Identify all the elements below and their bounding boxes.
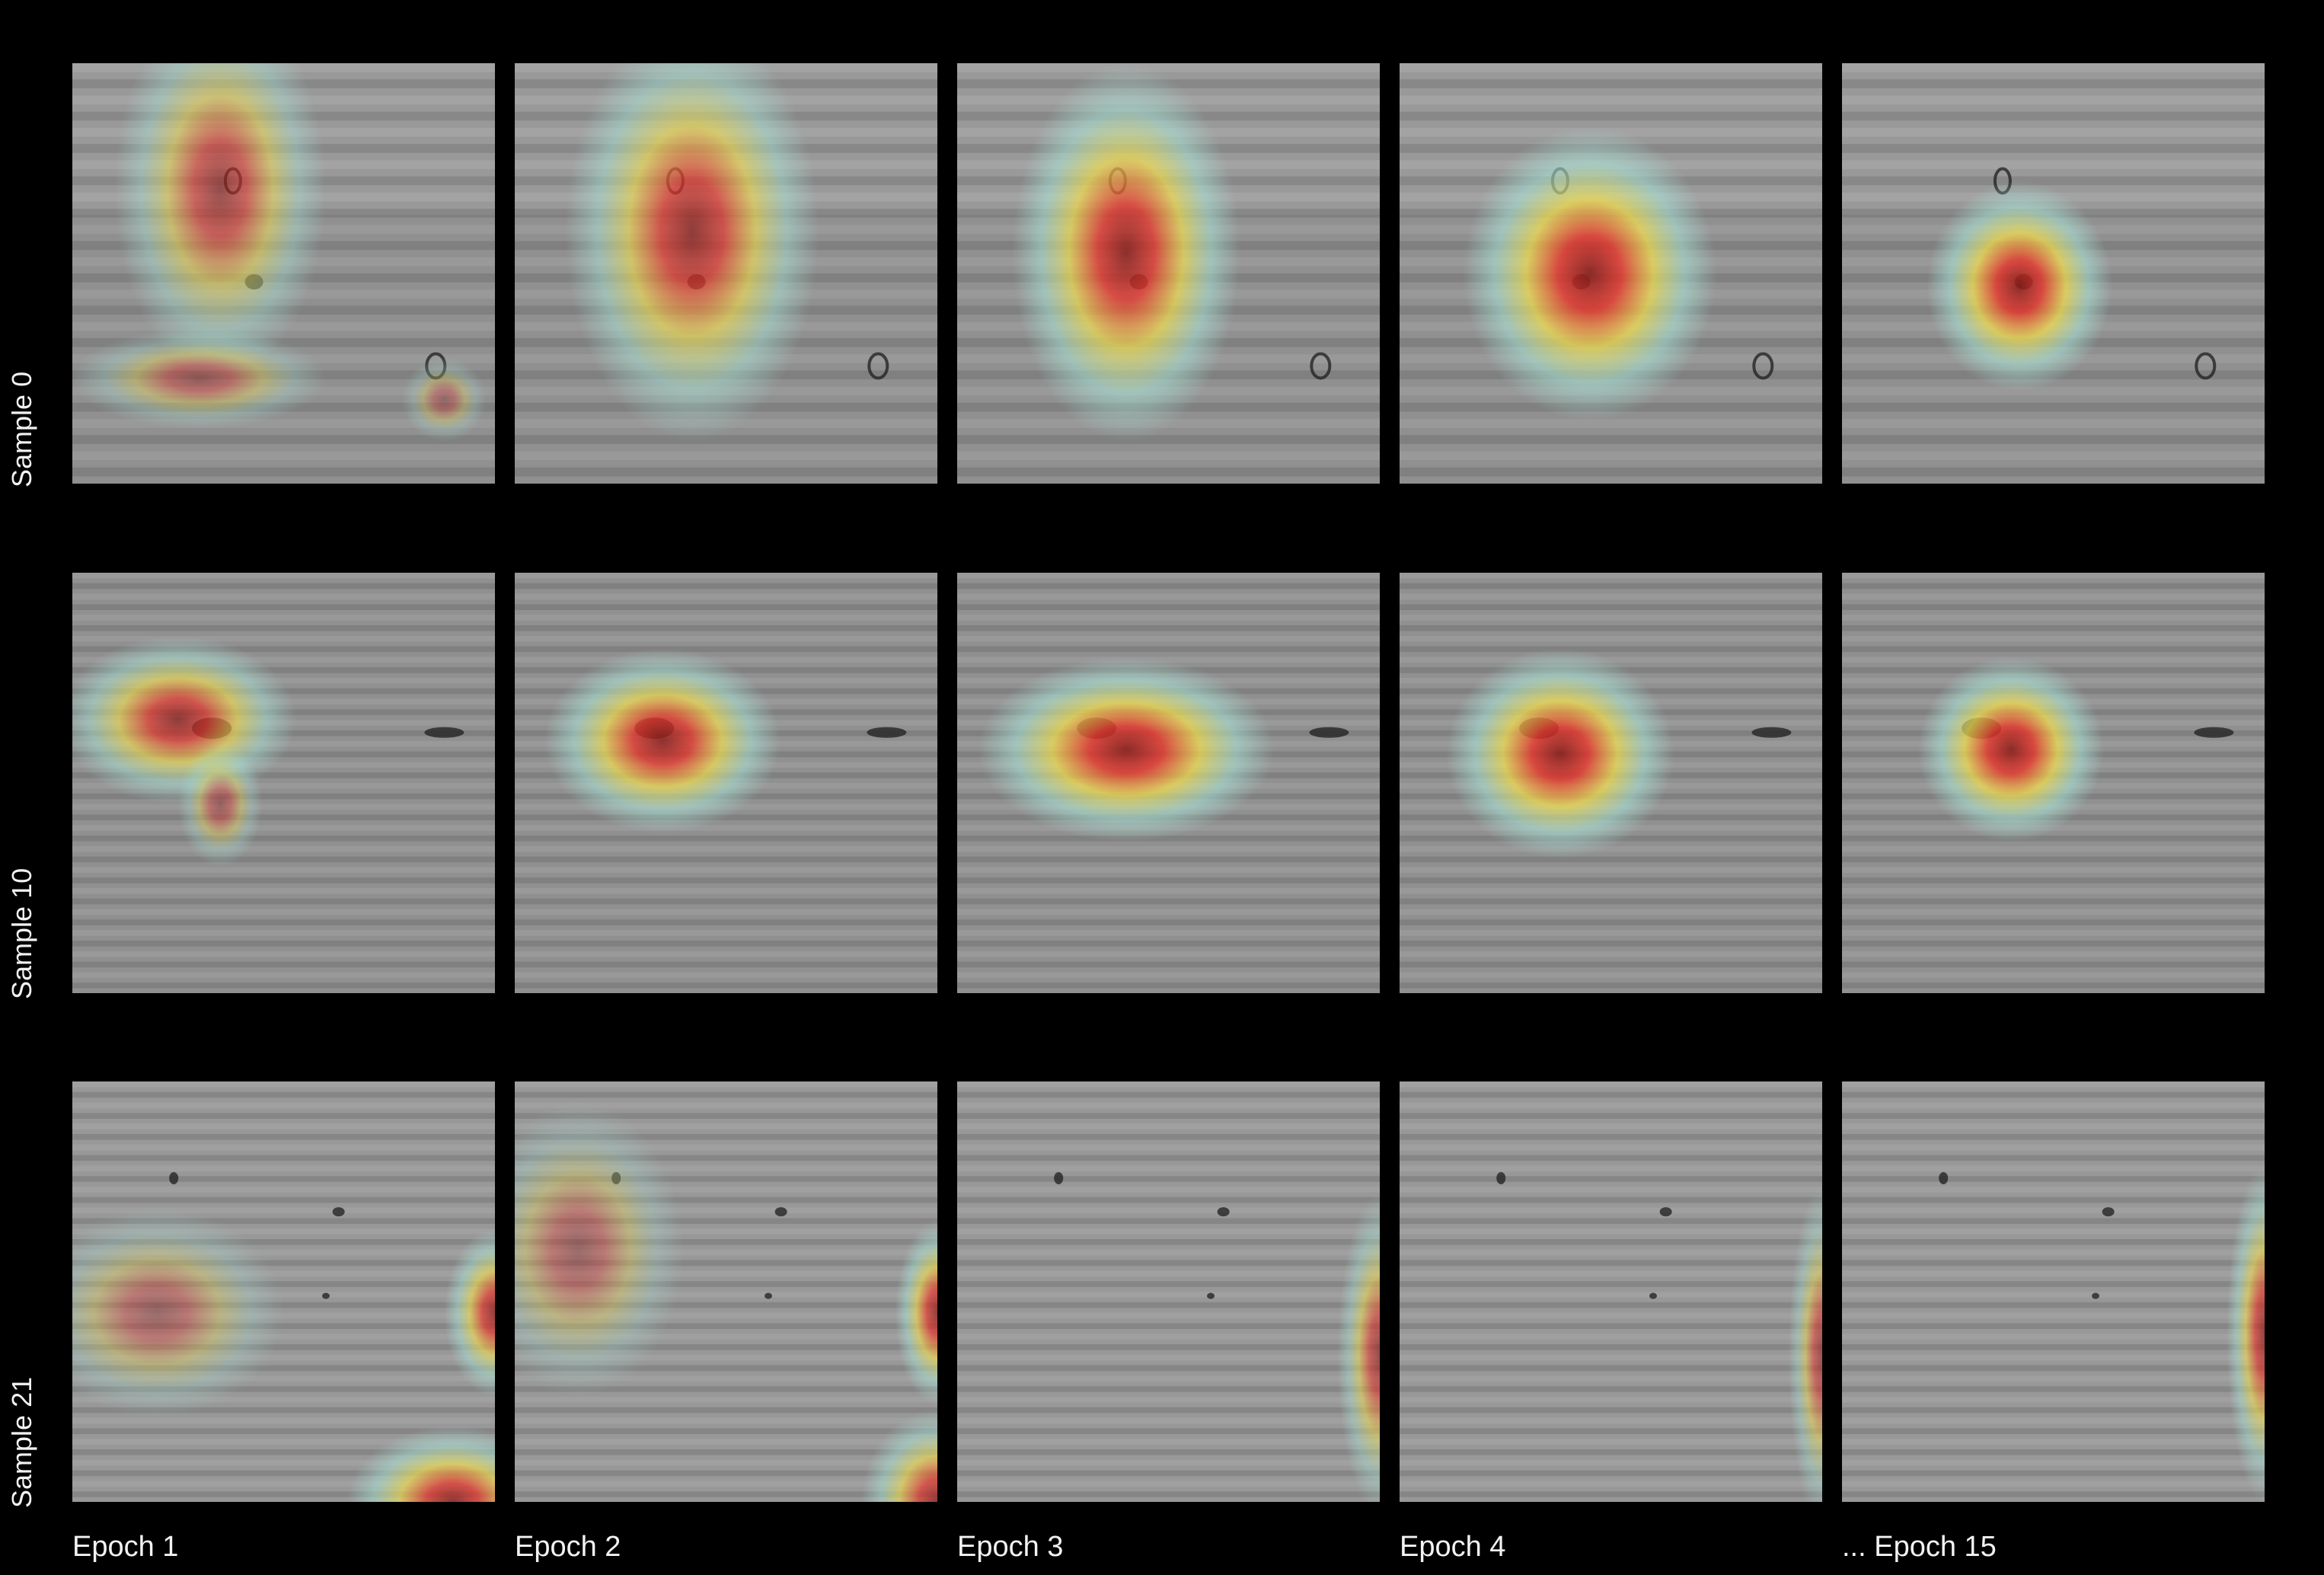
- col-label-epoch-2: Epoch 2: [515, 1531, 621, 1563]
- heatmap-tile-sample-0-epoch-2: [515, 63, 937, 484]
- heatmap-tile-sample-0-epoch-3: [957, 63, 1380, 484]
- heatmap-tile-sample-21-epoch-15: [1842, 1081, 2265, 1502]
- col-label-epoch-1: Epoch 1: [72, 1531, 179, 1563]
- heatmap-tile-sample-21-epoch-3: [957, 1081, 1380, 1502]
- heatmap-tile-sample-21-epoch-4: [1400, 1081, 1822, 1502]
- heatmap-tile-sample-21-epoch-1: [72, 1081, 495, 1502]
- row-label-sample-10: Sample 10: [6, 867, 37, 999]
- col-label-epoch-3: Epoch 3: [957, 1531, 1064, 1563]
- row-label-sample-21: Sample 21: [6, 1376, 37, 1508]
- heatmap-tile-sample-10-epoch-4: [1400, 573, 1822, 993]
- heatmap-tile-sample-10-epoch-3: [957, 573, 1380, 993]
- heatmap-tile-sample-0-epoch-4: [1400, 63, 1822, 484]
- col-label-epoch-15: ... Epoch 15: [1842, 1531, 1997, 1563]
- heatmap-tile-sample-10-epoch-1: [72, 573, 495, 993]
- heatmap-tile-sample-10-epoch-2: [515, 573, 937, 993]
- heatmap-tile-sample-0-epoch-1: [72, 63, 495, 484]
- heatmap-tile-sample-0-epoch-15: [1842, 63, 2265, 484]
- col-label-epoch-4: Epoch 4: [1400, 1531, 1506, 1563]
- heatmap-tile-sample-10-epoch-15: [1842, 573, 2265, 993]
- heatmap-tile-sample-21-epoch-2: [515, 1081, 937, 1502]
- row-label-sample-0: Sample 0: [6, 371, 37, 487]
